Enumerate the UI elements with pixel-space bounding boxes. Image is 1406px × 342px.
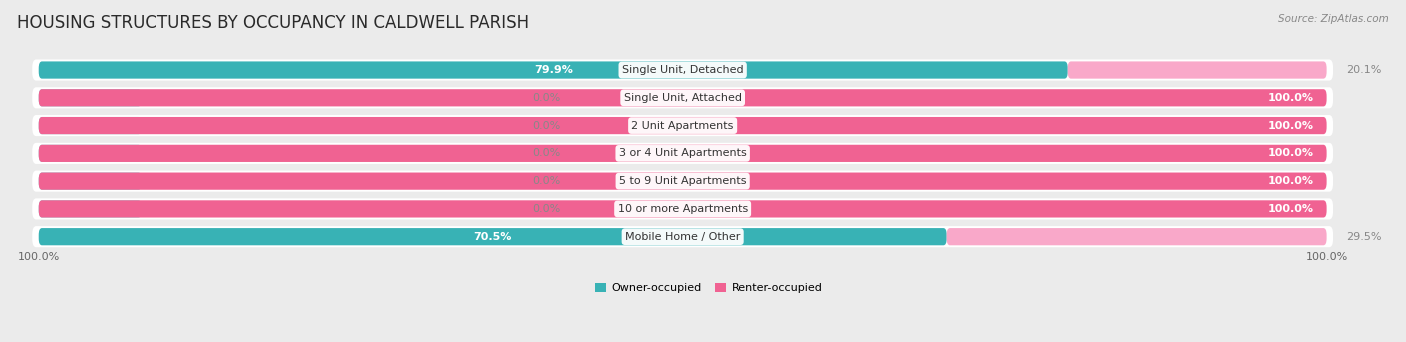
Text: Single Unit, Attached: Single Unit, Attached	[624, 93, 742, 103]
Text: 3 or 4 Unit Apartments: 3 or 4 Unit Apartments	[619, 148, 747, 158]
FancyBboxPatch shape	[39, 145, 1327, 162]
FancyBboxPatch shape	[1067, 62, 1327, 79]
FancyBboxPatch shape	[32, 171, 1333, 192]
FancyBboxPatch shape	[32, 60, 1333, 81]
Text: 100.0%: 100.0%	[1268, 204, 1313, 214]
Text: 100.0%: 100.0%	[1268, 121, 1313, 131]
FancyBboxPatch shape	[39, 172, 142, 190]
FancyBboxPatch shape	[32, 87, 1333, 108]
FancyBboxPatch shape	[32, 143, 1333, 164]
Text: 10 or more Apartments: 10 or more Apartments	[617, 204, 748, 214]
Text: 29.5%: 29.5%	[1346, 232, 1382, 242]
FancyBboxPatch shape	[39, 62, 1067, 79]
FancyBboxPatch shape	[39, 228, 946, 245]
FancyBboxPatch shape	[32, 198, 1333, 220]
FancyBboxPatch shape	[39, 89, 1327, 106]
Text: 100.0%: 100.0%	[18, 252, 60, 262]
Text: 0.0%: 0.0%	[531, 121, 561, 131]
Text: 100.0%: 100.0%	[1268, 176, 1313, 186]
Legend: Owner-occupied, Renter-occupied: Owner-occupied, Renter-occupied	[591, 278, 827, 298]
FancyBboxPatch shape	[39, 200, 142, 218]
Text: 0.0%: 0.0%	[531, 148, 561, 158]
Text: 20.1%: 20.1%	[1346, 65, 1381, 75]
Text: 0.0%: 0.0%	[531, 204, 561, 214]
Text: HOUSING STRUCTURES BY OCCUPANCY IN CALDWELL PARISH: HOUSING STRUCTURES BY OCCUPANCY IN CALDW…	[17, 14, 529, 32]
Text: Single Unit, Detached: Single Unit, Detached	[621, 65, 744, 75]
FancyBboxPatch shape	[32, 115, 1333, 136]
FancyBboxPatch shape	[39, 117, 142, 134]
Text: 79.9%: 79.9%	[534, 65, 572, 75]
FancyBboxPatch shape	[39, 117, 1327, 134]
Text: 100.0%: 100.0%	[1306, 252, 1348, 262]
FancyBboxPatch shape	[39, 172, 1327, 190]
Text: 0.0%: 0.0%	[531, 93, 561, 103]
Text: Source: ZipAtlas.com: Source: ZipAtlas.com	[1278, 14, 1389, 24]
FancyBboxPatch shape	[39, 200, 1327, 218]
FancyBboxPatch shape	[39, 89, 142, 106]
FancyBboxPatch shape	[39, 145, 142, 162]
Text: 0.0%: 0.0%	[531, 176, 561, 186]
Text: 70.5%: 70.5%	[474, 232, 512, 242]
FancyBboxPatch shape	[946, 228, 1327, 245]
Text: 100.0%: 100.0%	[1268, 93, 1313, 103]
Text: 100.0%: 100.0%	[1268, 148, 1313, 158]
Text: 5 to 9 Unit Apartments: 5 to 9 Unit Apartments	[619, 176, 747, 186]
Text: 2 Unit Apartments: 2 Unit Apartments	[631, 121, 734, 131]
FancyBboxPatch shape	[32, 226, 1333, 247]
Text: Mobile Home / Other: Mobile Home / Other	[626, 232, 741, 242]
